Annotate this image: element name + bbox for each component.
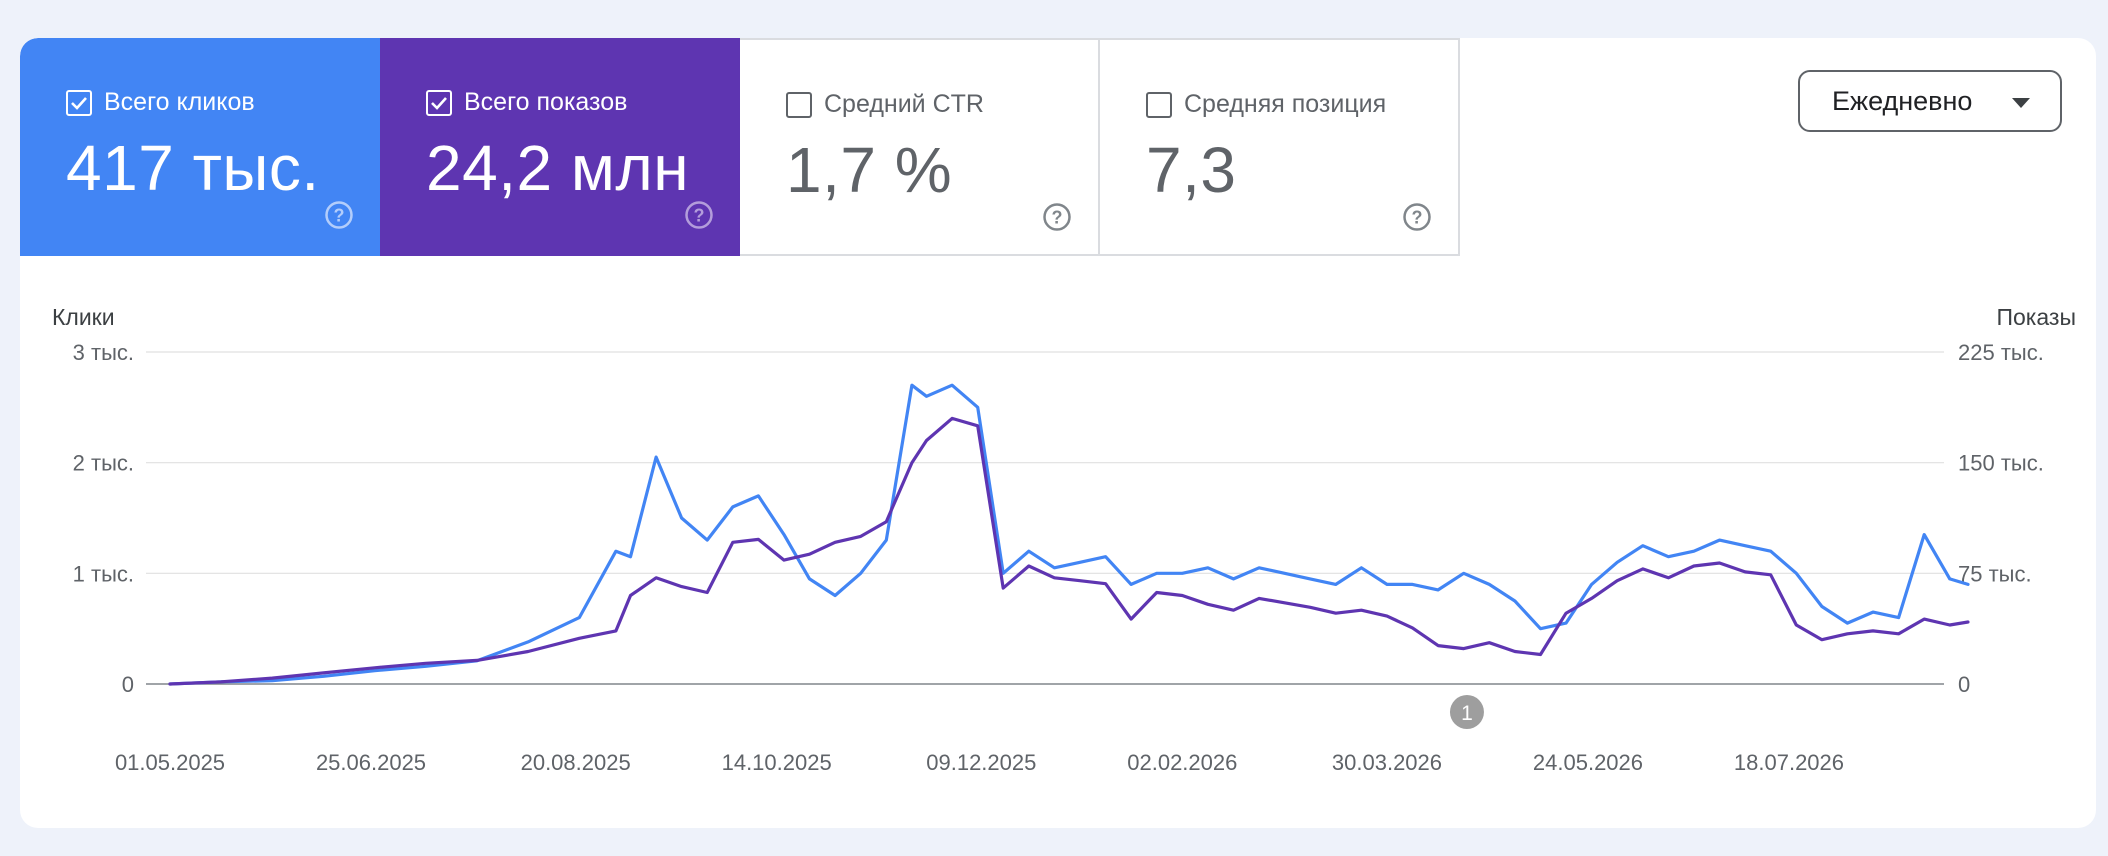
svg-text:?: ? [1052, 208, 1063, 228]
metric-tiles: Всего кликов 417 тыс. ? Всего показов 24… [20, 38, 1460, 256]
metric-label: Всего показов [464, 88, 628, 116]
y-left-tick-label: 0 [122, 672, 134, 697]
clicks-series-line [168, 383, 1970, 686]
metric-label: Средняя позиция [1184, 90, 1387, 118]
x-tick-label: 30.03.2026 [1332, 750, 1442, 775]
right-axis-title: Показы [1996, 304, 2076, 330]
metric-value: 417 тыс. [66, 132, 320, 204]
metric-label: Средний CTR [824, 90, 984, 118]
help-icon[interactable]: ? [1042, 202, 1072, 232]
help-icon[interactable]: ? [324, 200, 354, 230]
svg-text:?: ? [694, 206, 705, 226]
metric-value: 1,7 % [786, 134, 953, 206]
metric-label: Всего кликов [104, 88, 255, 116]
x-tick-label: 14.10.2025 [722, 750, 832, 775]
impressions-series-line [168, 416, 1970, 686]
metric-tile-position[interactable]: Средняя позиция 7,3 ? [1100, 38, 1460, 256]
x-tick-label: 24.05.2026 [1533, 750, 1643, 775]
y-right-tick-label: 75 тыс. [1958, 561, 2032, 586]
y-right-tick-label: 0 [1958, 672, 1970, 697]
metric-value: 24,2 млн [426, 132, 690, 204]
x-tick-label: 20.08.2025 [521, 750, 631, 775]
help-icon[interactable]: ? [684, 200, 714, 230]
x-tick-label: 01.05.2025 [115, 750, 225, 775]
checkbox-unchecked-icon[interactable] [1146, 91, 1172, 118]
caret-down-icon [2012, 98, 2030, 108]
metric-value: 7,3 [1146, 134, 1237, 206]
metric-tile-ctr[interactable]: Средний CTR 1,7 % ? [740, 38, 1100, 256]
dropdown-selected-value: Ежедневно [1832, 85, 1973, 116]
y-left-tick-label: 1 тыс. [73, 561, 134, 586]
performance-chart[interactable]: 0 0 1 тыс. 75 тыс. 2 тыс. 150 тыс. 3 тыс. 225 т… [20, 38, 2096, 828]
x-tick-label: 09.12.2025 [926, 750, 1036, 775]
metric-tile-impressions[interactable]: Всего показов 24,2 млн ? [380, 38, 740, 256]
checkbox-checked-icon[interactable] [426, 89, 452, 116]
y-right-tick-label: 225 тыс. [1958, 340, 2044, 365]
x-tick-label: 02.02.2026 [1127, 750, 1237, 775]
granularity-dropdown[interactable]: Ежедневно [1798, 70, 2062, 132]
performance-card: Всего кликов 417 тыс. ? Всего показов 24… [20, 38, 2096, 828]
annotation-marker[interactable] [1449, 695, 1484, 729]
metric-tile-clicks[interactable]: Всего кликов 417 тыс. ? [20, 38, 380, 256]
checkbox-unchecked-icon[interactable] [786, 91, 812, 118]
x-tick-label: 25.06.2025 [316, 750, 426, 775]
svg-text:?: ? [1412, 208, 1423, 228]
y-left-tick-label: 2 тыс. [73, 451, 134, 476]
left-axis-title: Клики [52, 304, 115, 330]
help-icon[interactable]: ? [1402, 202, 1432, 232]
x-tick-label: 18.07.2026 [1734, 750, 1844, 775]
y-left-tick-label: 3 тыс. [73, 340, 134, 365]
y-right-tick-label: 150 тыс. [1958, 451, 2044, 476]
svg-text:?: ? [334, 206, 345, 226]
checkbox-checked-icon[interactable] [66, 89, 92, 116]
annotation-marker-label: 1 [1461, 702, 1473, 725]
